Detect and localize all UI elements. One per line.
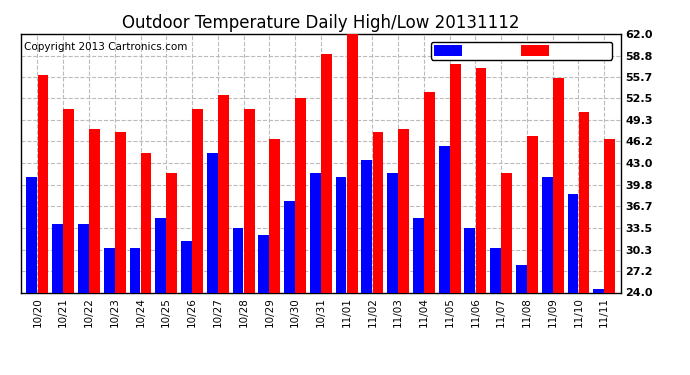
- Bar: [321, 54, 332, 375]
- Bar: [424, 92, 435, 375]
- Bar: [166, 173, 177, 375]
- Legend: Low  (°F), High  (°F): Low (°F), High (°F): [431, 42, 613, 60]
- Bar: [604, 139, 615, 375]
- Bar: [579, 112, 589, 375]
- Bar: [593, 289, 604, 375]
- Bar: [141, 153, 151, 375]
- Bar: [568, 194, 578, 375]
- Bar: [310, 173, 321, 375]
- Bar: [502, 173, 512, 375]
- Bar: [413, 217, 424, 375]
- Bar: [63, 109, 74, 375]
- Bar: [104, 248, 115, 375]
- Bar: [542, 177, 553, 375]
- Bar: [553, 78, 564, 375]
- Bar: [284, 201, 295, 375]
- Bar: [475, 68, 486, 375]
- Bar: [387, 173, 398, 375]
- Bar: [258, 235, 269, 375]
- Bar: [78, 224, 89, 375]
- Bar: [347, 34, 357, 375]
- Bar: [233, 228, 244, 375]
- Bar: [244, 109, 255, 375]
- Bar: [464, 228, 475, 375]
- Bar: [207, 153, 217, 375]
- Bar: [516, 265, 527, 375]
- Bar: [192, 109, 203, 375]
- Bar: [450, 64, 461, 375]
- Bar: [373, 132, 384, 375]
- Bar: [335, 177, 346, 375]
- Text: Copyright 2013 Cartronics.com: Copyright 2013 Cartronics.com: [23, 42, 187, 51]
- Bar: [37, 75, 48, 375]
- Bar: [218, 95, 229, 375]
- Title: Outdoor Temperature Daily High/Low 20131112: Outdoor Temperature Daily High/Low 20131…: [122, 14, 520, 32]
- Bar: [181, 242, 192, 375]
- Bar: [527, 136, 538, 375]
- Bar: [362, 160, 372, 375]
- Bar: [155, 217, 166, 375]
- Bar: [295, 99, 306, 375]
- Bar: [89, 129, 100, 375]
- Bar: [130, 248, 140, 375]
- Bar: [52, 224, 63, 375]
- Bar: [115, 132, 126, 375]
- Bar: [26, 177, 37, 375]
- Bar: [398, 129, 409, 375]
- Bar: [439, 146, 450, 375]
- Bar: [491, 248, 501, 375]
- Bar: [270, 139, 280, 375]
